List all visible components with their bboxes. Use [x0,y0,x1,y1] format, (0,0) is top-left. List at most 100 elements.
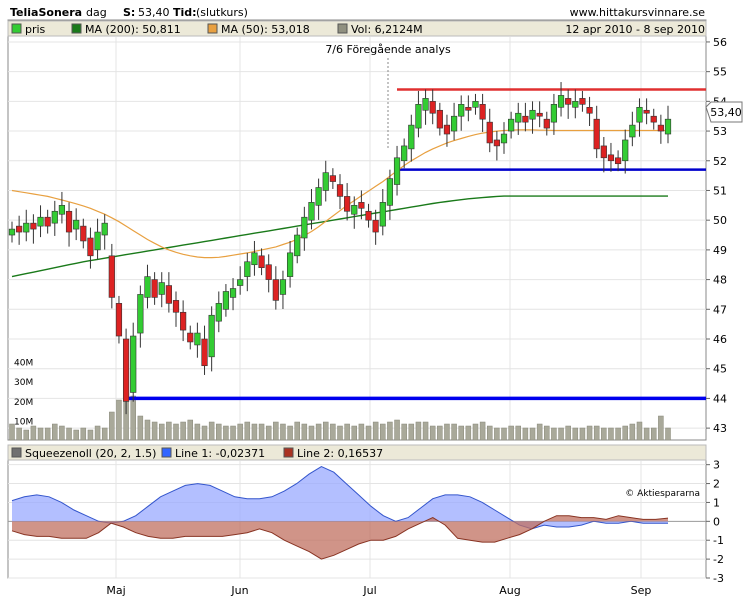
candle [30,214,37,244]
candle-body-up [37,216,44,227]
candle [51,200,58,236]
candle [187,325,194,350]
candle-body-up [244,261,251,277]
volume-bar [223,425,229,441]
candle-body-down [44,216,51,227]
volume-bar [251,423,258,441]
volume-bar [465,425,472,441]
volume-bar [429,425,436,441]
candle [151,272,158,305]
volume-bar [608,427,614,441]
candle-body-down [172,300,180,313]
candle [322,160,329,202]
candle-body-down [579,98,586,105]
candle [65,202,73,247]
candle [329,168,336,189]
candle [58,191,66,224]
volume-bar [643,427,650,441]
candle [315,178,322,220]
candle [472,93,479,115]
candle-body-up [229,288,237,298]
volume-bar [23,429,30,441]
candle-body-up [408,124,415,150]
candle-body-down [358,202,365,209]
osc-tick-label: 3 [713,459,720,472]
moving-averages [11,129,668,278]
candle-body-up [58,205,66,215]
candle-body-up [351,205,358,215]
svg-text:53,40: 53,40 [710,106,742,119]
volume-bar [130,395,136,441]
candle-body-down [543,118,550,129]
volume-bar [365,425,372,441]
candle [251,240,258,276]
candle [308,188,315,230]
candle [486,108,493,153]
volume-bar [529,427,536,441]
last-price-tag: 53,40 [705,101,743,123]
volume-bar [479,421,486,441]
volume-bar [116,399,122,441]
candle [529,101,536,134]
volume-bar [187,419,194,441]
candle-body-up [294,234,301,257]
candle-body-up [137,294,144,334]
legend-label: MA (50): 53,018 [221,23,310,36]
volume-bar [615,427,621,441]
candle [557,82,565,117]
candle [344,183,351,221]
candle [215,291,222,333]
candle [94,218,101,260]
volume-bar [401,423,407,441]
candle [244,252,251,292]
copyright: © Aktiespararna [625,489,700,499]
candle [237,266,244,295]
osc-tick-label: 1 [713,496,720,509]
candle [336,174,344,210]
candle-body-up [458,104,465,117]
osc-tick-label: 2 [713,478,720,491]
candle-body-down [465,106,472,111]
candle-body-up [664,118,672,135]
volume-bar [408,423,415,441]
volume-bar [422,421,429,441]
candle [614,150,622,172]
candle-body-up [73,219,80,230]
volume-bar [629,423,636,441]
osc-tick-label: -1 [713,534,724,547]
candle-body-up [500,133,508,144]
price-tick-label: 46 [713,333,727,346]
candle [279,270,287,309]
candle-body-up [101,222,108,236]
candle-body-down [180,311,187,331]
price-tick-label: 56 [713,36,727,49]
volume-bar [109,411,115,441]
volume-bar [579,427,586,441]
candle [522,102,529,132]
candle-body-up [393,157,401,185]
candle-body-down [329,175,336,182]
price-tick-label: 43 [713,422,727,435]
candle [593,105,600,159]
volume-bar [330,423,336,441]
period-label: dag [86,6,107,19]
candle [508,111,515,139]
volume-tick-label: 10M [14,417,33,427]
legend-item: MA (200): 50,811 [71,23,181,36]
candle [422,89,429,125]
price-axis: 4344454647484950515253545556 [706,36,727,435]
candle [536,101,543,128]
candle [386,169,394,220]
volume-bar [80,427,87,441]
candle [643,98,650,125]
volume-bar [37,427,44,441]
legend-item: MA (50): 53,018 [207,23,310,36]
candle [465,95,472,122]
ma200-line [11,195,668,278]
candle [607,142,615,172]
volume-bar [208,421,215,441]
price-tick-label: 55 [713,66,727,79]
volume-bar [273,421,279,441]
line2-area-edge [11,515,669,560]
